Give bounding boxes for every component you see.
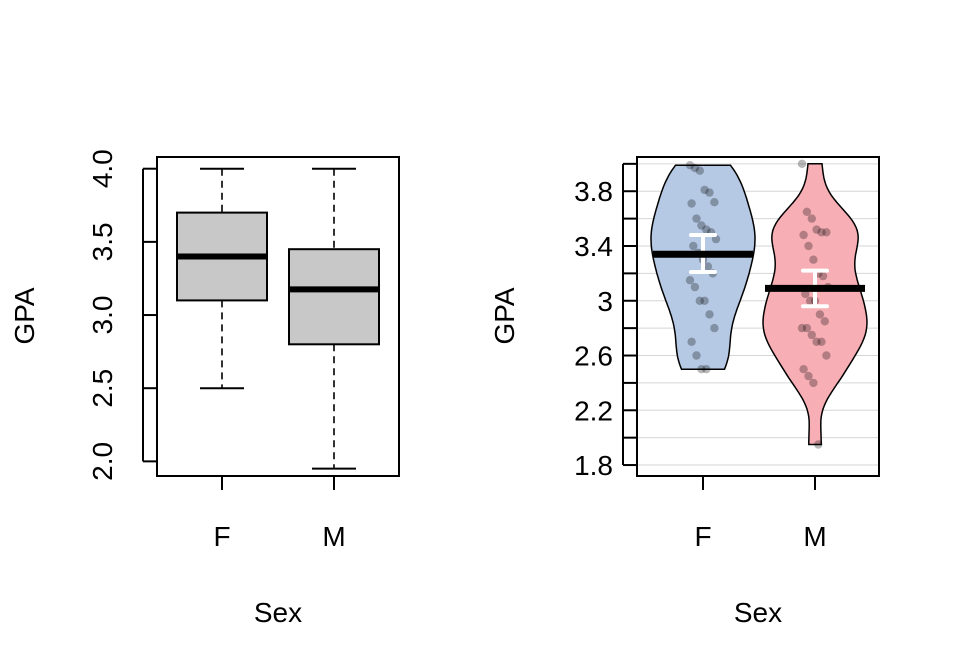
data-point-F xyxy=(685,161,695,170)
x-tick-label-F: F xyxy=(213,521,230,552)
data-point-M xyxy=(802,323,812,333)
y-tick-label: 3.0 xyxy=(87,296,118,335)
y-tick-label: 3.8 xyxy=(574,176,613,207)
data-point-F xyxy=(710,323,719,333)
data-point-F xyxy=(695,296,704,305)
data-point-M xyxy=(805,296,815,305)
data-point-F xyxy=(703,262,713,271)
data-point-M xyxy=(804,241,813,251)
x-axis-title: Sex xyxy=(734,597,782,628)
data-point-F xyxy=(692,214,701,223)
data-point-F xyxy=(702,225,711,234)
x-tick-label-M: M xyxy=(803,521,826,552)
data-point-F xyxy=(705,188,714,197)
data-point-M xyxy=(809,255,818,264)
data-point-M xyxy=(802,207,812,216)
data-point-M xyxy=(818,271,828,281)
y-tick-label: 3.4 xyxy=(574,231,613,262)
data-point-M xyxy=(822,228,831,237)
data-point-F xyxy=(695,166,704,175)
data-point-M xyxy=(807,330,816,340)
data-point-F xyxy=(687,337,696,346)
boxplot-panel: F M 2.0 2.5 3.0 3.5 4.0 Sex GPA xyxy=(9,149,400,628)
x-axis-title: Sex xyxy=(254,597,302,628)
y-axis-title: GPA xyxy=(489,287,520,344)
violin-panel: F M 1.8 2.2 2.6 3 3.4 3.8 Sex GPA xyxy=(489,156,880,628)
data-point-M xyxy=(797,159,807,168)
data-point-F xyxy=(700,185,709,195)
data-point-F xyxy=(692,351,701,360)
data-point-F xyxy=(697,365,706,374)
data-point-F xyxy=(702,365,711,374)
data-point-M xyxy=(812,337,821,346)
data-point-M xyxy=(820,317,829,326)
box-M xyxy=(288,248,380,346)
data-point-M xyxy=(809,378,818,388)
x-tick-label-F: F xyxy=(694,521,711,552)
x-tick-label-M: M xyxy=(322,521,345,552)
data-point-F xyxy=(705,310,714,319)
data-point-M xyxy=(815,310,825,319)
y-tick-label: 2.5 xyxy=(87,369,118,408)
y-tick-label: 2.0 xyxy=(87,442,118,481)
plot-frame xyxy=(156,156,400,477)
data-point-M xyxy=(807,214,816,223)
data-point-F xyxy=(710,198,719,207)
data-point-F xyxy=(689,241,698,251)
data-point-M xyxy=(799,365,808,374)
plot-frame xyxy=(636,156,880,477)
data-point-M xyxy=(814,440,823,449)
y-tick-label: 3.5 xyxy=(87,222,118,261)
data-point-F xyxy=(690,282,700,292)
data-point-F xyxy=(685,276,695,285)
data-point-F xyxy=(687,199,696,208)
y-tick-label: 4.0 xyxy=(87,149,118,188)
y-tick-label: 2.2 xyxy=(574,395,613,426)
data-point-M xyxy=(812,225,821,234)
data-point-M xyxy=(797,323,807,333)
y-tick-label: 1.8 xyxy=(574,450,613,481)
data-point-M xyxy=(822,351,831,360)
data-point-M xyxy=(804,371,813,381)
y-axis-title: GPA xyxy=(9,287,40,344)
data-point-F xyxy=(697,221,706,230)
data-point-F xyxy=(700,296,709,305)
y-tick-label: 3 xyxy=(597,286,613,317)
y-tick-label: 2.6 xyxy=(574,341,613,372)
data-point-M xyxy=(799,230,808,240)
data-point-F xyxy=(690,163,700,173)
data-point-M xyxy=(817,228,826,237)
data-point-M xyxy=(817,337,826,346)
